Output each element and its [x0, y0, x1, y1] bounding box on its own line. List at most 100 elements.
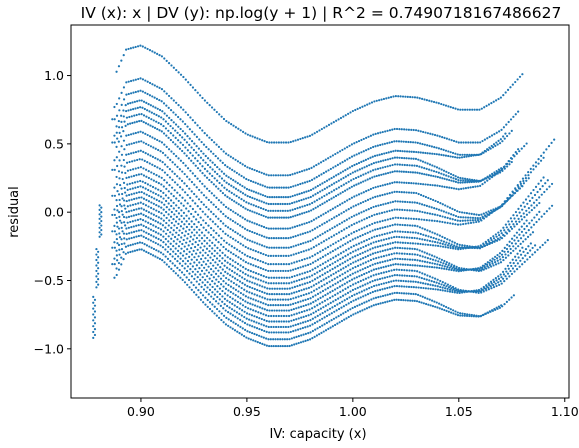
- scatter-point: [123, 242, 126, 245]
- scatter-point: [306, 257, 309, 260]
- scatter-point: [153, 137, 156, 140]
- scatter-point: [504, 275, 507, 278]
- scatter-point: [195, 225, 198, 229]
- scatter-point: [511, 258, 514, 261]
- scatter-point: [251, 221, 254, 224]
- scatter-point: [181, 259, 185, 263]
- scatter-point: [147, 216, 150, 219]
- scatter-point: [346, 199, 349, 202]
- scatter-point: [158, 175, 161, 178]
- scatter-point: [297, 295, 300, 298]
- scatter-point: [165, 114, 168, 117]
- scatter-point: [324, 261, 327, 264]
- scatter-point: [307, 240, 310, 243]
- scatter-point: [339, 252, 343, 255]
- scatter-point: [421, 264, 424, 268]
- scatter-point: [378, 234, 381, 237]
- scatter-point: [188, 143, 191, 146]
- scatter-point: [496, 237, 500, 240]
- scatter-point: [178, 133, 181, 137]
- scatter-point: [199, 273, 202, 276]
- scatter-point: [439, 242, 442, 245]
- scatter-point: [144, 79, 147, 82]
- scatter-point: [420, 203, 424, 206]
- scatter-point: [180, 214, 183, 217]
- scatter-point: [416, 293, 420, 296]
- scatter-point: [212, 212, 215, 216]
- scatter-point: [358, 291, 361, 294]
- scatter-point: [199, 291, 202, 294]
- scatter-point: [409, 171, 412, 174]
- scatter-point: [222, 239, 226, 242]
- scatter-point: [509, 269, 512, 273]
- scatter-point: [199, 156, 203, 159]
- scatter-point: [489, 237, 492, 240]
- scatter-point: [255, 232, 259, 235]
- scatter-point: [241, 251, 244, 255]
- scatter-point: [337, 314, 340, 318]
- scatter-point: [219, 277, 223, 280]
- scatter-point: [472, 180, 476, 183]
- x-tick-label: 0.90: [127, 404, 155, 419]
- scatter-point: [179, 257, 182, 260]
- scatter-point: [162, 124, 165, 128]
- scatter-point: [342, 267, 345, 270]
- scatter-point: [169, 260, 172, 263]
- scatter-point: [124, 191, 127, 194]
- scatter-point: [247, 296, 250, 299]
- scatter-point: [363, 289, 366, 292]
- scatter-point: [202, 288, 206, 291]
- scatter-point: [352, 283, 355, 286]
- scatter-point: [446, 221, 449, 224]
- scatter-point: [379, 295, 382, 298]
- scatter-point: [406, 241, 410, 245]
- scatter-point: [400, 252, 404, 255]
- scatter-point: [508, 275, 511, 278]
- scatter-point: [413, 164, 416, 167]
- scatter-point: [303, 258, 306, 261]
- scatter-point: [316, 314, 319, 317]
- scatter-point: [272, 282, 275, 285]
- scatter-point: [218, 310, 221, 313]
- scatter-point: [396, 223, 399, 226]
- scatter-point: [95, 269, 98, 273]
- scatter-point: [428, 152, 432, 155]
- scatter-point: [345, 209, 348, 212]
- scatter-point: [467, 141, 470, 144]
- scatter-point: [140, 99, 143, 102]
- scatter-point: [117, 65, 121, 68]
- scatter-point: [259, 312, 262, 315]
- scatter-point: [375, 284, 378, 287]
- scatter-point: [154, 255, 157, 258]
- scatter-point: [374, 303, 378, 306]
- scatter-point: [350, 185, 353, 188]
- scatter-point: [293, 291, 296, 294]
- scatter-point: [413, 299, 416, 302]
- scatter-point: [368, 237, 371, 241]
- scatter-point: [451, 245, 455, 248]
- scatter-point: [147, 221, 150, 224]
- scatter-point: [411, 258, 414, 261]
- scatter-point: [251, 210, 254, 213]
- scatter-point: [199, 94, 202, 97]
- scatter-point: [339, 296, 342, 299]
- scatter-point: [514, 264, 517, 268]
- scatter-point: [304, 339, 307, 342]
- scatter-point: [369, 258, 373, 262]
- scatter-point: [276, 202, 280, 206]
- scatter-point: [371, 176, 374, 179]
- scatter-point: [273, 186, 276, 189]
- scatter-point: [92, 295, 95, 298]
- scatter-point: [398, 181, 401, 184]
- scatter-point: [374, 290, 377, 293]
- scatter-point: [220, 177, 224, 180]
- x-tick-label: 1.10: [551, 404, 579, 419]
- scatter-point: [448, 239, 451, 242]
- scatter-point: [161, 246, 165, 249]
- scatter-point: [426, 274, 429, 277]
- scatter-point: [508, 245, 511, 248]
- scatter-point: [230, 280, 233, 283]
- scatter-point: [172, 250, 175, 253]
- scatter-point: [483, 265, 486, 268]
- scatter-point: [543, 212, 546, 215]
